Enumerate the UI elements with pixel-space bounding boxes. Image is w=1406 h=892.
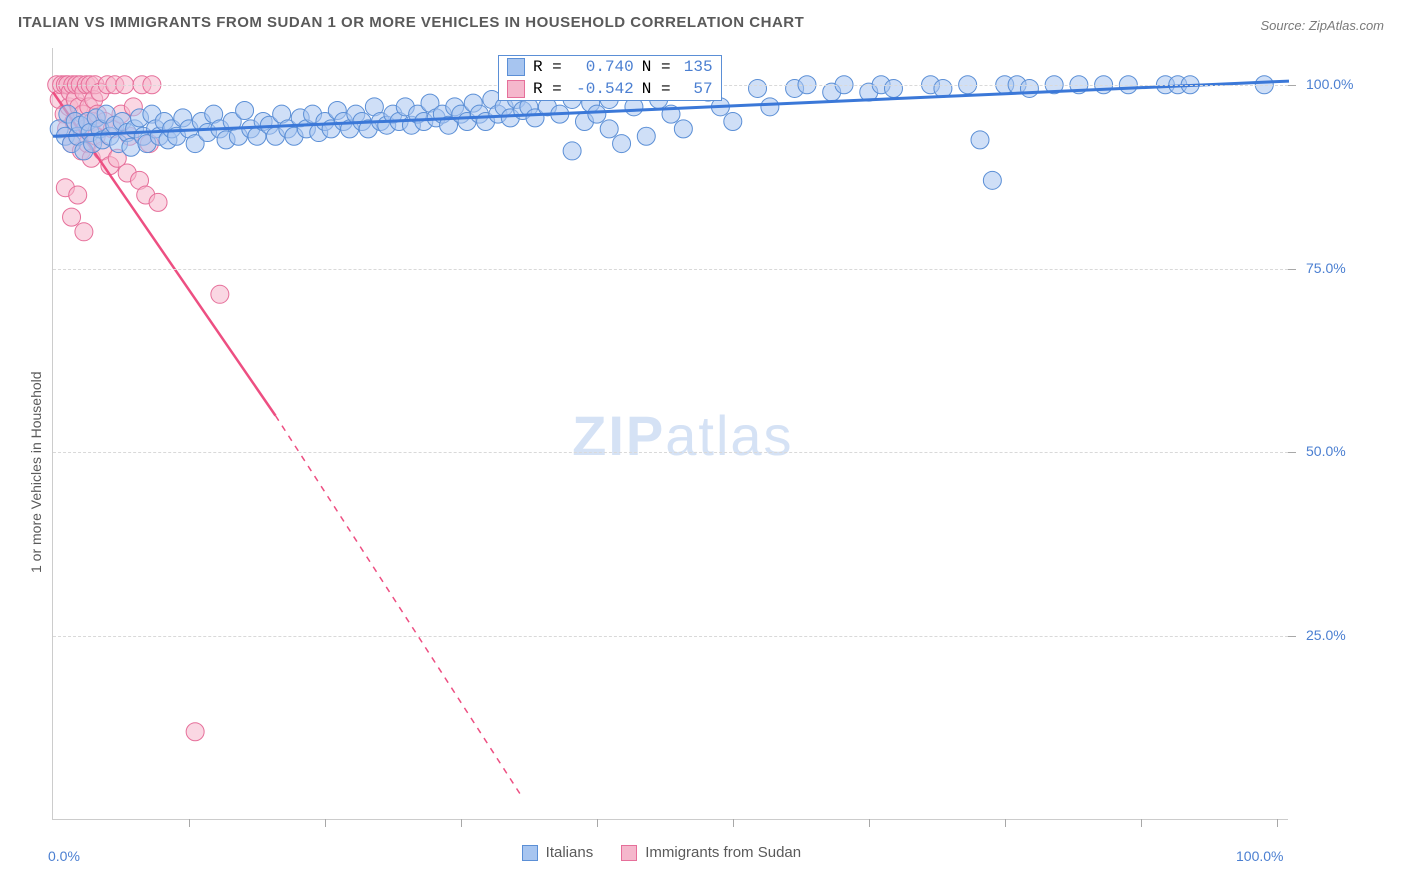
data-point xyxy=(149,193,167,211)
gridline xyxy=(53,452,1288,453)
swatch-sudan-icon xyxy=(621,845,637,861)
source-attribution: Source: ZipAtlas.com xyxy=(1260,18,1384,33)
plot-area: ZIPatlas R = 0.740 N = 135 R = -0.542 N … xyxy=(52,48,1288,820)
swatch-italians xyxy=(507,58,525,76)
data-point xyxy=(1020,79,1038,97)
chart-title: ITALIAN VS IMMIGRANTS FROM SUDAN 1 OR MO… xyxy=(18,14,804,31)
y-tick xyxy=(1288,636,1296,637)
data-point xyxy=(588,105,606,123)
gridline xyxy=(53,636,1288,637)
x-tick xyxy=(1141,819,1142,827)
r-value-sudan: -0.542 xyxy=(570,80,634,98)
legend-row-italians: R = 0.740 N = 135 xyxy=(499,56,721,78)
y-tick-label: 100.0% xyxy=(1306,76,1353,92)
y-tick xyxy=(1288,85,1296,86)
data-point xyxy=(186,723,204,741)
r-label: R = xyxy=(533,58,562,76)
data-point xyxy=(236,101,254,119)
data-point xyxy=(724,113,742,131)
swatch-sudan xyxy=(507,80,525,98)
series-legend: Italians Immigrants from Sudan xyxy=(522,844,801,861)
y-tick xyxy=(1288,269,1296,270)
data-point xyxy=(674,120,692,138)
data-point xyxy=(983,171,1001,189)
x-tick xyxy=(733,819,734,827)
data-point xyxy=(884,79,902,97)
swatch-italians-icon xyxy=(522,845,538,861)
y-tick-label: 75.0% xyxy=(1306,260,1346,276)
legend-row-sudan: R = -0.542 N = 57 xyxy=(499,78,721,100)
x-tick xyxy=(1277,819,1278,827)
y-tick-label: 50.0% xyxy=(1306,443,1346,459)
gridline xyxy=(53,269,1288,270)
data-point xyxy=(761,98,779,116)
x-tick xyxy=(869,819,870,827)
data-point xyxy=(934,79,952,97)
data-point xyxy=(749,79,767,97)
data-point xyxy=(563,142,581,160)
data-point xyxy=(75,223,93,241)
r-label: R = xyxy=(533,80,562,98)
x-axis-min-label: 0.0% xyxy=(48,848,80,864)
n-value-sudan: 57 xyxy=(679,80,713,98)
x-tick xyxy=(597,819,598,827)
n-value-italians: 135 xyxy=(679,58,713,76)
legend-label-italians: Italians xyxy=(546,844,594,861)
legend-item-sudan: Immigrants from Sudan xyxy=(621,844,801,861)
trend-line xyxy=(275,416,522,798)
n-label: N = xyxy=(642,80,671,98)
x-tick xyxy=(325,819,326,827)
x-tick xyxy=(189,819,190,827)
y-tick-label: 25.0% xyxy=(1306,627,1346,643)
x-tick xyxy=(461,819,462,827)
x-tick xyxy=(1005,819,1006,827)
data-point xyxy=(613,135,631,153)
data-point xyxy=(63,208,81,226)
data-point xyxy=(637,127,655,145)
data-point xyxy=(971,131,989,149)
data-point xyxy=(211,285,229,303)
scatter-svg xyxy=(53,48,1288,819)
y-tick xyxy=(1288,452,1296,453)
y-axis-label: 1 or more Vehicles in Household xyxy=(28,371,44,573)
x-axis-max-label: 100.0% xyxy=(1236,848,1283,864)
r-value-italians: 0.740 xyxy=(570,58,634,76)
correlation-legend: R = 0.740 N = 135 R = -0.542 N = 57 xyxy=(498,55,722,101)
legend-item-italians: Italians xyxy=(522,844,594,861)
data-point xyxy=(600,120,618,138)
legend-label-sudan: Immigrants from Sudan xyxy=(645,844,801,861)
data-point xyxy=(69,186,87,204)
n-label: N = xyxy=(642,58,671,76)
